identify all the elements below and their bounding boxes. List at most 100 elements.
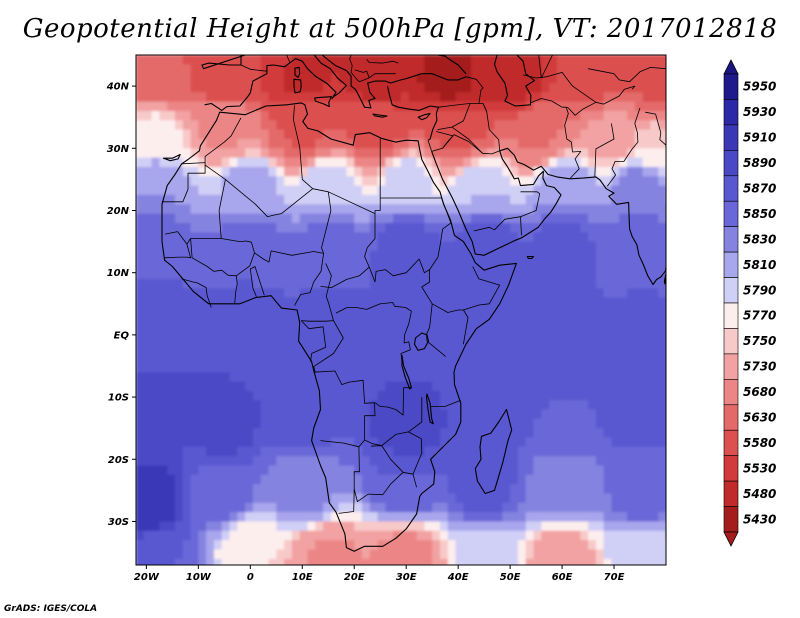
field-cell (510, 325, 519, 336)
field-cell (245, 101, 254, 112)
field-cell (260, 362, 270, 373)
field-cell (416, 260, 425, 271)
field-cell (229, 83, 238, 93)
field-cell (284, 64, 293, 75)
field-cell (611, 194, 620, 205)
field-cell (447, 64, 457, 75)
field-cell (291, 241, 301, 252)
field-cell (588, 306, 597, 317)
field-cell (299, 250, 309, 261)
field-cell (408, 92, 418, 103)
field-cell (580, 73, 589, 84)
field-cell (401, 446, 410, 457)
field-cell (175, 512, 184, 522)
field-cell (666, 316, 674, 326)
field-cell (611, 232, 620, 243)
field-cell (307, 484, 316, 494)
field-cell (619, 512, 628, 522)
field-cell (198, 512, 207, 522)
field-cell (229, 120, 238, 131)
field-cell (206, 101, 215, 112)
field-cell (525, 167, 535, 177)
coastline-africa (161, 102, 517, 552)
field-cell (533, 101, 542, 112)
field-cell (580, 530, 589, 541)
field-cell (486, 157, 496, 168)
field-cell (494, 390, 503, 401)
field-cell (362, 269, 371, 280)
field-cell (362, 101, 371, 112)
lat-tick-label: 30S (108, 517, 129, 528)
field-cell (260, 558, 270, 565)
field-cell (276, 502, 285, 513)
field-cell (190, 372, 199, 383)
field-cell (213, 306, 223, 317)
field-cell (611, 185, 620, 196)
field-cell (510, 260, 519, 271)
field-cell (580, 344, 589, 355)
field-cell (315, 437, 324, 448)
field-cell (619, 213, 628, 224)
field-cell (440, 148, 449, 159)
border-zambia-zimbabwe (364, 397, 423, 446)
field-cell (478, 204, 488, 215)
field-cell (260, 157, 270, 168)
field-cell (463, 512, 472, 522)
field-cell (533, 139, 542, 149)
field-cell (416, 558, 425, 565)
field-cell (502, 334, 511, 345)
field-cell (338, 530, 347, 541)
field-cell (307, 185, 316, 196)
coastline-canary-islands (162, 153, 181, 162)
field-cell (268, 139, 277, 149)
field-cell (229, 185, 238, 196)
field-cell (447, 409, 457, 420)
field-cell (517, 297, 527, 308)
field-cell (213, 325, 223, 336)
field-cell (260, 204, 270, 215)
field-cell (580, 437, 589, 448)
field-cell (159, 334, 168, 345)
field-cell (221, 213, 231, 224)
field-cell (463, 120, 472, 131)
field-cell (603, 372, 612, 383)
field-cell (159, 474, 168, 485)
field-cell (424, 316, 433, 327)
field-cell (525, 344, 535, 355)
field-cell (432, 64, 441, 75)
field-cell (650, 446, 659, 457)
field-cell (276, 456, 285, 467)
field-cell (478, 213, 488, 224)
field-cell (354, 418, 363, 429)
field-cell (440, 204, 449, 215)
field-cell (416, 372, 425, 383)
field-cell (330, 428, 340, 439)
field-cell (486, 465, 496, 476)
field-cell (393, 418, 402, 429)
field-cell (603, 250, 612, 261)
field-cell (346, 316, 355, 327)
field-cell (354, 241, 363, 252)
field-cell (252, 232, 262, 243)
field-cell (642, 92, 651, 103)
field-cell (549, 512, 558, 522)
field-cell (650, 269, 659, 280)
field-cell (549, 381, 558, 392)
field-cell (276, 493, 285, 504)
field-cell (533, 474, 542, 485)
field-cell (136, 101, 145, 112)
coastline-mediterranean-north (204, 55, 347, 111)
field-cell (486, 185, 496, 196)
field-cell (260, 232, 270, 243)
field-cell (338, 316, 347, 327)
field-cell (276, 409, 285, 420)
field-cell (385, 484, 394, 494)
field-cell (245, 362, 254, 373)
field-cell (299, 465, 309, 476)
field-cell (393, 167, 402, 177)
field-cell (494, 111, 503, 121)
field-cell (564, 390, 574, 401)
field-cell (502, 521, 511, 532)
field-cell (190, 362, 199, 373)
field-cell (330, 540, 340, 550)
